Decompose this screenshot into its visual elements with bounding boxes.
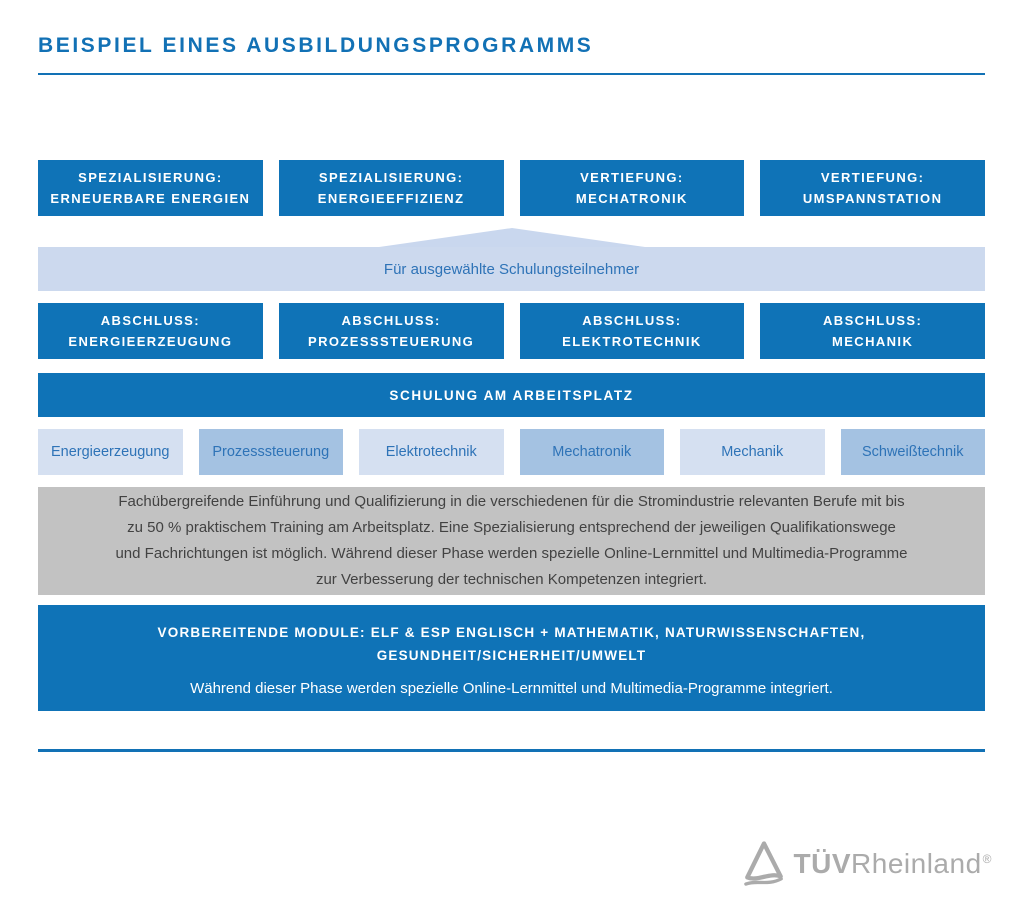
up-triangle-icon xyxy=(378,228,645,247)
logo-tuv-text: TÜV xyxy=(793,848,852,879)
specialization-box-energieeffizienz: SPEZIALISIERUNG: ENERGIEEFFIZIENZ xyxy=(278,160,504,216)
trade-label: Prozesssteuerung xyxy=(212,444,330,460)
abschluss-row: ABSCHLUSS: ENERGIEERZEUGUNG ABSCHLUSS: P… xyxy=(38,303,985,359)
box-line: ENERGIEERZEUGUNG xyxy=(68,334,233,349)
modules-heading-line: GESUNDHEIT/SICHERHEIT/UMWELT xyxy=(376,648,647,663)
tuv-rheinland-logo: TÜV Rheinland ® xyxy=(743,837,992,891)
title-divider xyxy=(38,73,985,75)
box-line: ELEKTROTECHNIK xyxy=(562,334,702,349)
banner-label: Für ausgewählte Schulungsteilnehmer xyxy=(383,260,640,278)
preparatory-modules-box: VORBEREITENDE MODULE: ELF & ESP ENGLISCH… xyxy=(38,605,985,711)
modules-heading: VORBEREITENDE MODULE: ELF & ESP ENGLISCH… xyxy=(158,621,866,667)
box-line: ERNEUERBARE ENERGIEN xyxy=(50,191,251,206)
tuv-triangle-icon xyxy=(743,841,783,886)
vertiefung-box-umspannstation: VERTIEFUNG: UMSPANNSTATION xyxy=(760,160,985,216)
workplace-training-bar: SCHULUNG AM ARBEITSPLATZ xyxy=(38,373,985,417)
trade-box-elektrotechnik: Elektrotechnik xyxy=(359,429,504,475)
box-line: MECHANIK xyxy=(831,334,914,349)
box-line: SPEZIALISIERUNG: xyxy=(78,170,223,185)
trade-box-schweisstechnik: Schweißtechnik xyxy=(840,429,985,475)
vertiefung-box-mechatronik: VERTIEFUNG: MECHATRONIK xyxy=(519,160,745,216)
box-line: ABSCHLUSS: xyxy=(341,313,441,328)
box-line: VERTIEFUNG: xyxy=(820,170,925,185)
trade-label: Energieerzeugung xyxy=(50,444,170,460)
modules-note: Während dieser Phase werden spezielle On… xyxy=(190,680,833,697)
box-line: MECHATRONIK xyxy=(575,191,688,206)
trade-box-prozesssteuerung: Prozesssteuerung xyxy=(198,429,343,475)
box-line: SPEZIALISIERUNG: xyxy=(318,170,464,185)
intro-line: zu 50 % praktischem Training am Arbeitsp… xyxy=(127,519,896,536)
box-line: ENERGIEEFFIZIENZ xyxy=(317,191,465,206)
abschluss-box-elektrotechnik: ABSCHLUSS: ELEKTROTECHNIK xyxy=(519,303,745,359)
box-line: ABSCHLUSS: xyxy=(823,313,923,328)
intro-line: und Fachrichtungen ist möglich. Während … xyxy=(115,545,908,562)
bottom-divider xyxy=(38,749,985,752)
intro-text-box: Fachübergreifende Einführung und Qualifi… xyxy=(38,487,985,595)
abschluss-box-mechanik: ABSCHLUSS: MECHANIK xyxy=(760,303,985,359)
intro-line: Fachübergreifende Einführung und Qualifi… xyxy=(118,493,905,510)
box-line: ABSCHLUSS: xyxy=(100,313,200,328)
trade-box-mechanik: Mechanik xyxy=(680,429,825,475)
trade-label: Mechatronik xyxy=(552,444,632,460)
modules-heading-line: VORBEREITENDE MODULE: ELF & ESP ENGLISCH… xyxy=(157,625,866,640)
specialization-row: SPEZIALISIERUNG: ERNEUERBARE ENERGIEN SP… xyxy=(38,160,985,216)
box-line: UMSPANNSTATION xyxy=(802,191,943,206)
selection-arrow xyxy=(38,228,985,247)
selected-participants-banner: Für ausgewählte Schulungsteilnehmer xyxy=(38,247,985,291)
page-title: BEISPIEL EINES AUSBILDUNGSPROGRAMMS xyxy=(38,34,594,57)
trade-box-mechatronik: Mechatronik xyxy=(519,429,664,475)
trade-label: Schweißtechnik xyxy=(861,444,964,460)
trade-label: Mechanik xyxy=(721,444,784,460)
abschluss-box-energieerzeugung: ABSCHLUSS: ENERGIEERZEUGUNG xyxy=(38,303,263,359)
trade-box-energieerzeugung: Energieerzeugung xyxy=(38,429,183,475)
logo-rheinland-text: Rheinland xyxy=(851,848,982,879)
abschluss-box-prozesssteuerung: ABSCHLUSS: PROZESSSTEUERUNG xyxy=(278,303,504,359)
box-line: ABSCHLUSS: xyxy=(582,313,682,328)
box-line: VERTIEFUNG: xyxy=(580,170,684,185)
trades-row: Energieerzeugung Prozesssteuerung Elektr… xyxy=(38,429,985,475)
trade-label: Elektrotechnik xyxy=(385,444,477,460)
logo-wordmark: TÜV Rheinland ® xyxy=(794,848,992,880)
bar-label: SCHULUNG AM ARBEITSPLATZ xyxy=(389,387,634,403)
box-line: PROZESSSTEUERUNG xyxy=(308,334,475,349)
intro-line: zur Verbesserung der technischen Kompete… xyxy=(315,571,708,588)
specialization-box-erneuerbare-energien: SPEZIALISIERUNG: ERNEUERBARE ENERGIEN xyxy=(38,160,263,216)
registered-trademark-symbol: ® xyxy=(982,852,992,866)
